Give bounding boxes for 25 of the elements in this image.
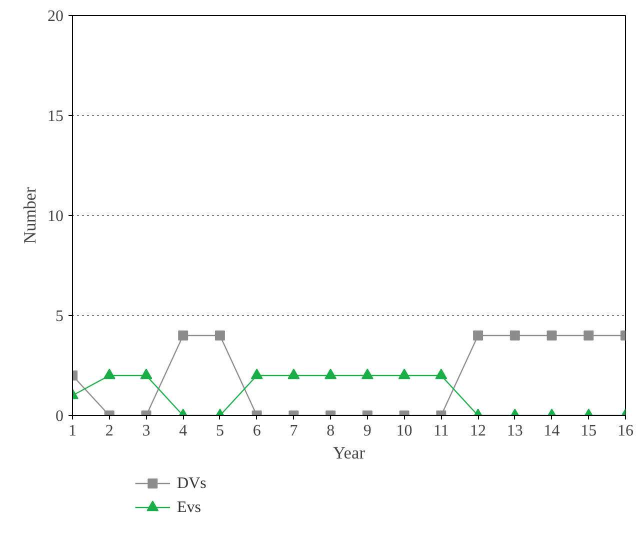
x-tick-label: 1 xyxy=(68,422,76,440)
x-tick-label: 13 xyxy=(506,422,523,440)
x-tick-label: 7 xyxy=(290,422,298,440)
x-tick-label: 5 xyxy=(216,422,224,440)
y-axis-title: Number xyxy=(20,186,40,244)
y-tick-label: 0 xyxy=(56,408,64,425)
x-tick-label: 6 xyxy=(252,422,261,440)
y-tick-label: 20 xyxy=(48,8,64,25)
legend-label: DVs xyxy=(177,475,206,492)
x-tick-label: 11 xyxy=(433,422,449,440)
y-tick-label: 10 xyxy=(48,208,64,225)
x-tick-label: 4 xyxy=(179,422,188,440)
y-tick-label: 5 xyxy=(56,308,64,325)
x-axis-title: Year xyxy=(333,444,366,462)
x-tick-label: 9 xyxy=(363,422,372,440)
y-tick-label: 15 xyxy=(48,108,64,125)
x-tick-label: 12 xyxy=(470,422,486,440)
x-tick-label: 14 xyxy=(544,422,560,440)
x-tick-label: 2 xyxy=(105,422,114,440)
x-tick-label: 16 xyxy=(618,422,634,440)
x-tick-label: 15 xyxy=(580,422,597,440)
x-tick-label: 3 xyxy=(142,422,150,440)
x-tick-label: 10 xyxy=(396,422,412,440)
legend-label: Evs xyxy=(177,499,202,516)
x-tick-label: 8 xyxy=(326,422,335,440)
